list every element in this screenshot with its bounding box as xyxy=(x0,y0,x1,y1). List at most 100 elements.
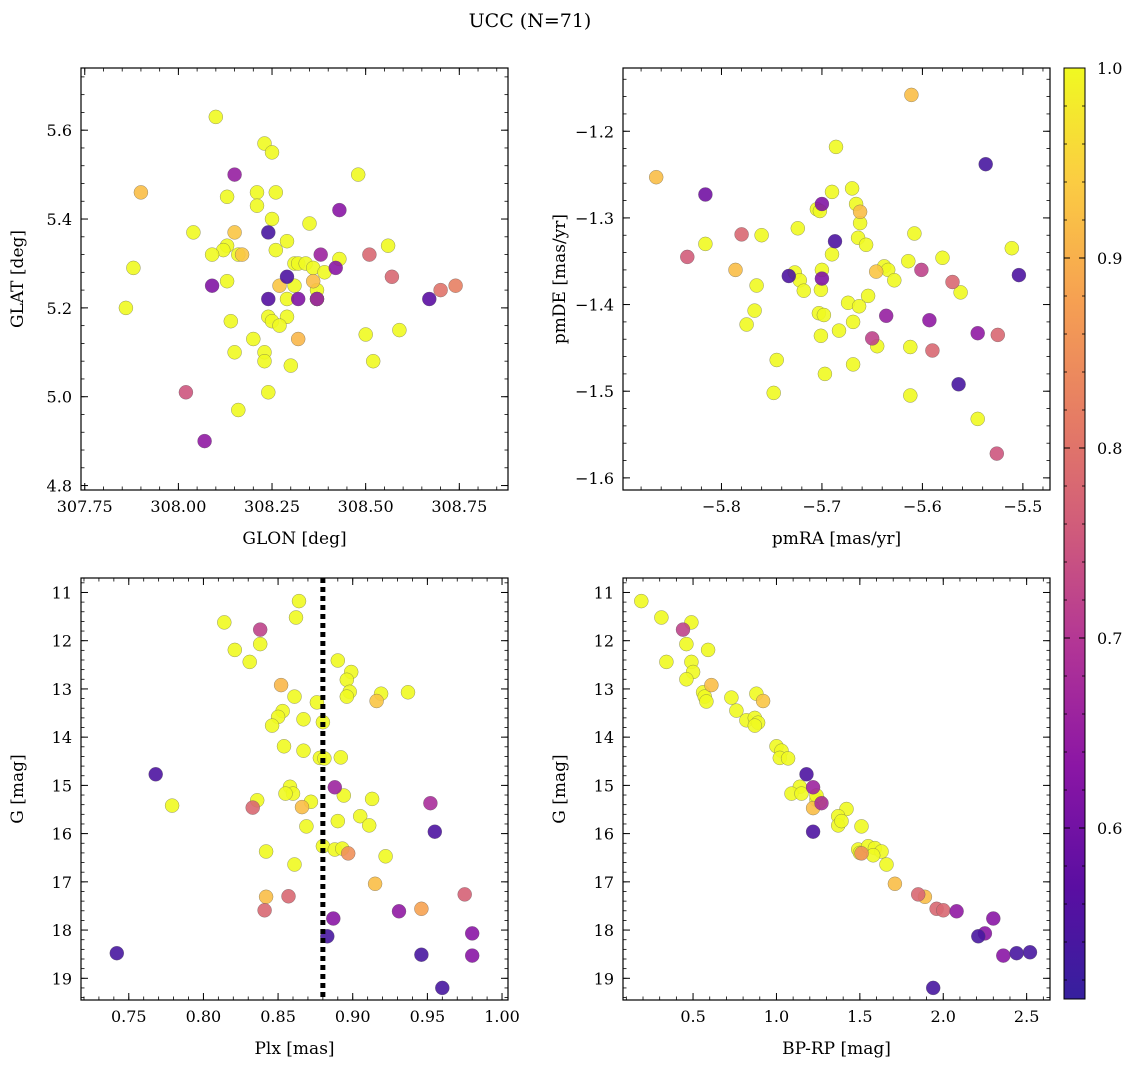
scatter-point xyxy=(164,798,180,813)
scatter-point xyxy=(361,818,377,833)
scatter-point xyxy=(878,308,894,324)
scatter-point xyxy=(330,813,346,829)
scatter-point xyxy=(951,377,966,392)
x-axis-label: BP-RP [mag] xyxy=(782,1039,891,1059)
scatter-point xyxy=(679,672,694,687)
scatter-point xyxy=(219,273,235,289)
scatter-point xyxy=(302,216,317,231)
scatter-point xyxy=(227,167,242,182)
scatter-point xyxy=(186,225,201,240)
scatter-point xyxy=(380,238,396,253)
y-tick-label: 5.4 xyxy=(47,210,72,229)
scatter-point xyxy=(217,615,232,630)
colorbar-tick-label: 0.7 xyxy=(1097,629,1122,648)
scatter-point xyxy=(704,677,719,693)
scatter-point xyxy=(227,225,242,240)
scatter-point xyxy=(648,169,664,185)
x-tick-label: −5.5 xyxy=(1003,497,1042,516)
scatter-point xyxy=(734,227,749,242)
scatter-point xyxy=(340,846,356,861)
y-tick-label: 15 xyxy=(52,776,72,795)
scatter-point xyxy=(358,327,373,342)
scatter-point xyxy=(907,226,922,241)
x-tick-label: 2.0 xyxy=(931,1007,956,1026)
scatter-point xyxy=(844,181,860,196)
scatter-point xyxy=(1009,945,1024,961)
x-axis-label: Plx [mas] xyxy=(254,1039,334,1059)
scatter-point xyxy=(464,926,480,941)
x-tick-label: −5.7 xyxy=(803,497,842,516)
scatter-point xyxy=(258,844,274,859)
scatter-point xyxy=(659,654,674,670)
scatter-point xyxy=(339,689,355,704)
colorbar-tick-label: 1.0 xyxy=(1097,59,1122,78)
scatter-point xyxy=(799,767,814,782)
scatter-point xyxy=(448,278,463,293)
scatter-point xyxy=(273,677,289,693)
scatter-point xyxy=(634,593,649,609)
scatter-point xyxy=(887,273,902,288)
scatter-point xyxy=(422,291,437,307)
scatter-point xyxy=(261,291,276,307)
scatter-point xyxy=(978,156,993,172)
scatter-point xyxy=(816,307,832,323)
scatter-point xyxy=(845,357,861,372)
scatter-point xyxy=(178,385,194,400)
x-tick-label: 0.90 xyxy=(335,1007,371,1026)
x-tick-label: 0.5 xyxy=(680,1007,705,1026)
scatter-point xyxy=(290,291,306,307)
scatter-point xyxy=(914,262,929,278)
scatter-point xyxy=(287,857,302,872)
scatter-point xyxy=(755,693,771,709)
scatter-point xyxy=(852,204,868,220)
x-axis-label: pmRA [mas/yr] xyxy=(772,529,901,549)
scatter-point xyxy=(903,339,918,355)
scatter-point xyxy=(814,196,830,212)
scatter-point xyxy=(971,929,986,944)
scatter-point xyxy=(305,273,321,289)
y-tick-label: 16 xyxy=(52,825,72,844)
scatter-point xyxy=(970,411,985,427)
scatter-point xyxy=(288,610,304,625)
figure-title: UCC (N=71) xyxy=(469,10,592,32)
scatter-point xyxy=(654,610,669,625)
scatter-point xyxy=(887,876,903,892)
scatter-point xyxy=(367,876,383,892)
scatter-point xyxy=(219,189,235,205)
scatter-point xyxy=(197,433,212,449)
y-tick-label: −1.5 xyxy=(575,382,614,401)
scatter-point xyxy=(922,312,937,328)
scatter-point xyxy=(854,819,869,834)
y-axis-label: G [mag] xyxy=(8,754,28,823)
panel-color-magnitude: 0.5 1.0 1.5 2.0 2.5 11 12 13 14 15 16 17 18 19 BP-RP [… xyxy=(550,577,1051,1059)
x-tick-label: 1.5 xyxy=(847,1007,872,1026)
scatter-point xyxy=(679,636,694,652)
scatter-point xyxy=(747,718,763,733)
scatter-point xyxy=(369,693,384,709)
colorbar-gradient xyxy=(1063,67,1086,1000)
x-tick-label: −5.8 xyxy=(702,497,741,516)
x-tick-label: 308.25 xyxy=(244,497,300,516)
y-tick-label: 12 xyxy=(594,632,614,651)
scatter-point xyxy=(261,225,276,240)
x-tick-label: 0.85 xyxy=(260,1007,296,1026)
y-tick-label: 19 xyxy=(594,969,614,988)
scatter-point xyxy=(279,233,295,249)
scatter-points xyxy=(634,593,1038,996)
x-tick-label: 0.75 xyxy=(111,1007,147,1026)
scatter-point xyxy=(698,236,713,252)
scatter-point xyxy=(264,718,280,733)
scatter-point xyxy=(427,824,443,839)
y-tick-label: −1.2 xyxy=(575,122,614,141)
y-tick-label: 19 xyxy=(52,969,72,988)
scatter-point xyxy=(333,750,349,765)
y-tick-label: 14 xyxy=(594,728,614,747)
scatter-point xyxy=(327,780,343,795)
y-tick-label: 4.8 xyxy=(47,477,72,496)
axes-frame xyxy=(80,67,509,491)
scatter-point xyxy=(257,353,272,369)
scatter-point xyxy=(989,446,1005,461)
scatter-point xyxy=(227,642,243,658)
scatter-point xyxy=(268,185,284,200)
